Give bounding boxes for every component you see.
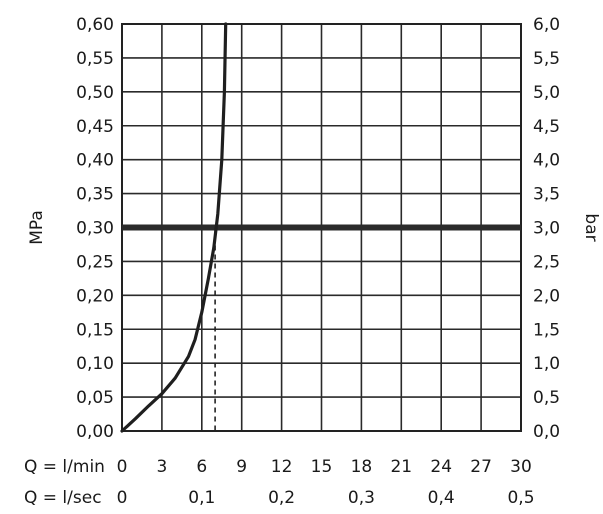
y-tick-label-left: 0,05 [76,388,114,408]
y-tick-label-right: 4,5 [533,117,560,137]
y-tick-label-left: 0,25 [76,252,114,272]
x-tick-label-lmin: 12 [271,457,293,477]
y-tick-label-left: 0,20 [76,286,114,306]
y-tick-label-right: 2,0 [533,286,560,306]
tick-labels: 0,000,050,100,150,200,250,300,350,400,45… [24,15,601,508]
x-tick-label-lmin: 9 [236,457,247,477]
y-tick-label-left: 0,45 [76,117,114,137]
y-tick-label-left: 0,55 [76,49,114,69]
y-tick-label-right: 1,0 [533,354,560,374]
y-tick-label-right: 2,5 [533,252,560,272]
y-tick-label-left: 0,35 [76,185,114,205]
series-layer [120,22,228,433]
y-tick-label-right: 5,0 [533,83,560,103]
x-tick-label-lsec: 0 [117,488,128,508]
x-tick-label-lmin: 18 [351,457,373,477]
x-tick-label-lmin: 24 [430,457,452,477]
y-tick-label-left: 0,30 [76,219,114,239]
x-tick-label-lmin: 3 [156,457,167,477]
x-tick-label-lmin: 0 [117,457,128,477]
y-tick-label-left: 0,60 [76,15,114,35]
x-tick-label-lmin: 30 [510,457,532,477]
y-tick-label-right: 0,5 [533,388,560,408]
y-tick-label-right: 1,5 [533,320,560,340]
y-axis-title-right: bar [581,213,601,241]
x-axis-title-lsec: Q = l/sec [24,488,102,508]
x-tick-label-lmin: 15 [311,457,333,477]
y-tick-label-left: 0,40 [76,151,114,171]
y-tick-label-right: 6,0 [533,15,560,35]
y-tick-label-right: 0,0 [533,422,560,442]
y-tick-label-right: 4,0 [533,151,560,171]
y-tick-label-left: 0,15 [76,320,114,340]
y-tick-label-left: 0,10 [76,354,114,374]
y-tick-label-left: 0,50 [76,83,114,103]
x-tick-label-lsec: 0,1 [188,488,215,508]
x-tick-label-lsec: 0,4 [428,488,455,508]
y-tick-label-right: 5,5 [533,49,560,69]
x-tick-label-lsec: 0,5 [507,488,534,508]
x-axis-title-lmin: Q = l/min [24,457,105,477]
x-tick-label-lmin: 27 [470,457,492,477]
series-line [120,22,228,433]
y-axis-title-left: MPa [27,210,47,245]
y-tick-label-left: 0,00 [76,422,114,442]
x-tick-label-lsec: 0,2 [268,488,295,508]
y-tick-label-right: 3,0 [533,219,560,239]
x-tick-label-lsec: 0,3 [348,488,375,508]
x-tick-label-lmin: 6 [196,457,207,477]
y-tick-label-right: 3,5 [533,185,560,205]
x-tick-label-lmin: 21 [390,457,412,477]
